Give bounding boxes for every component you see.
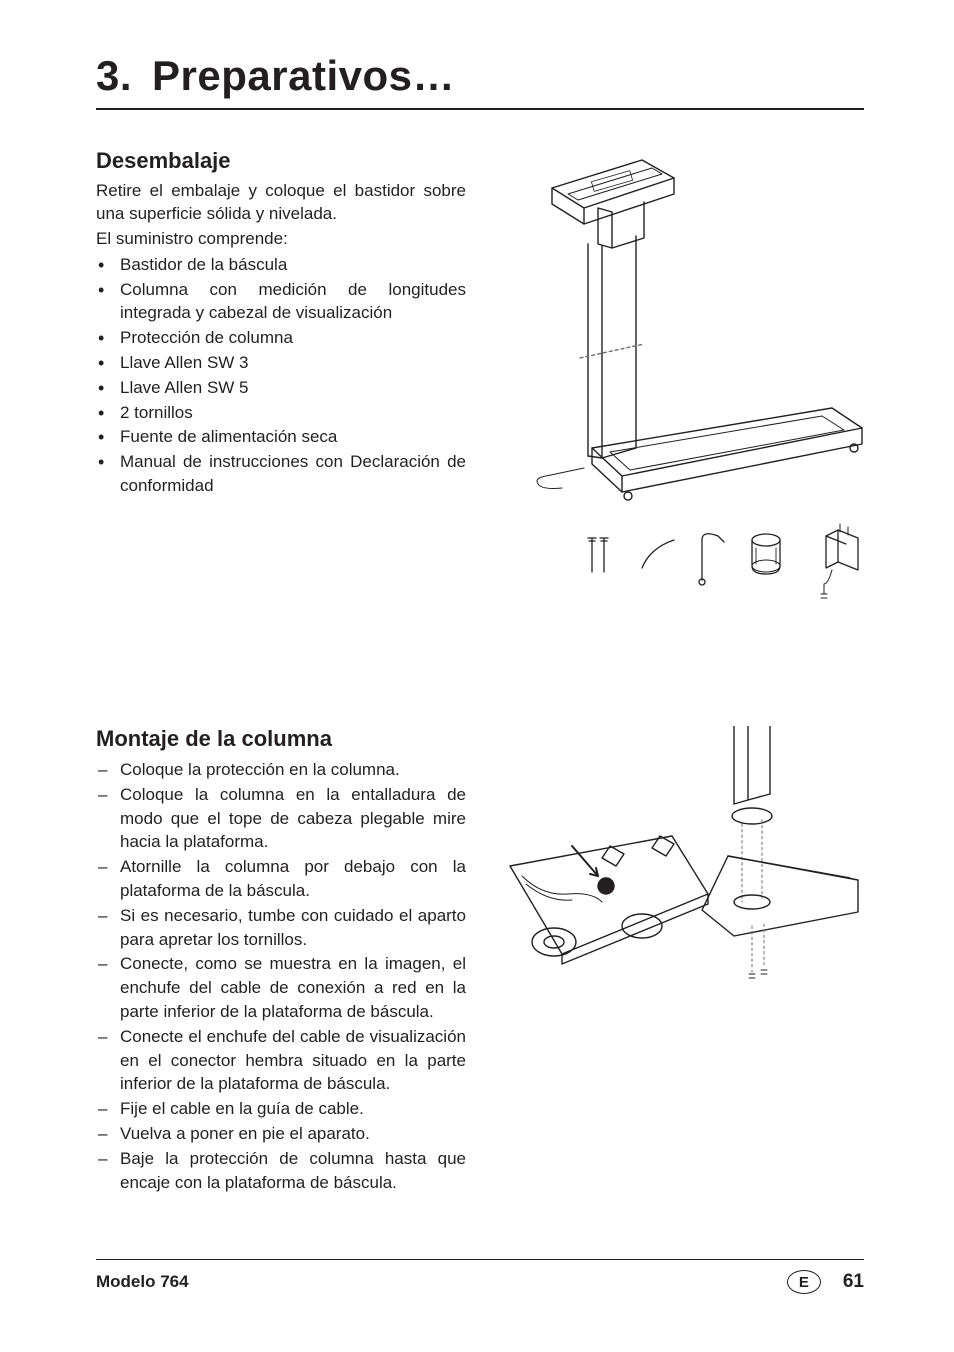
footer-model: Modelo 764 (96, 1272, 189, 1292)
list-item: 2 tornillos (96, 401, 466, 425)
section-desembalaje: Desembalaje Retire el embalaje y coloque… (96, 148, 864, 608)
list-item: Vuelva a poner en pie el aparato. (96, 1122, 466, 1146)
list-item: Coloque la columna en la entalladura de … (96, 783, 466, 854)
list-item: Bastidor de la báscula (96, 253, 466, 277)
subhead-desembalaje: Desembalaje (96, 148, 466, 174)
list-item: Si es necesario, tumbe con cuidado el ap… (96, 904, 466, 952)
chapter-title: 3. Preparativos… (96, 52, 864, 110)
supply-list: Bastidor de la báscula Columna con medic… (96, 253, 466, 498)
section-montaje: Montaje de la columna Coloque la protecc… (96, 726, 864, 1195)
para-intro-1: Retire el embalaje y coloque el bastidor… (96, 180, 466, 226)
list-item: Fije el cable en la guía de cable. (96, 1097, 466, 1121)
list-item: Atornille la columna por debajo con la p… (96, 855, 466, 903)
chapter-number: 3. (96, 52, 132, 99)
illustration-unpack (502, 148, 872, 608)
list-item: Columna con medición de longitudes integ… (96, 278, 466, 326)
list-item: Llave Allen SW 3 (96, 351, 466, 375)
language-badge: E (787, 1270, 821, 1294)
list-item: Manual de instrucciones con Declaración … (96, 450, 466, 498)
subhead-montaje: Montaje de la columna (96, 726, 466, 752)
list-item: Protección de columna (96, 326, 466, 350)
list-item: Coloque la protección en la columna. (96, 758, 466, 782)
page-footer: Modelo 764 E 61 (96, 1259, 864, 1294)
illustration-assembly (502, 726, 882, 1026)
list-item: Conecte, como se muestra en la imagen, e… (96, 952, 466, 1023)
page-number: 61 (843, 1271, 864, 1293)
list-item: Conecte el enchufe del cable de visualiz… (96, 1025, 466, 1096)
chapter-name: Preparativos… (152, 52, 455, 99)
list-item: Baje la protección de columna hasta que … (96, 1147, 466, 1195)
para-intro-2: El suministro comprende: (96, 228, 466, 251)
assembly-steps: Coloque la protección en la columna. Col… (96, 758, 466, 1194)
list-item: Fuente de alimentación seca (96, 425, 466, 449)
list-item: Llave Allen SW 5 (96, 376, 466, 400)
